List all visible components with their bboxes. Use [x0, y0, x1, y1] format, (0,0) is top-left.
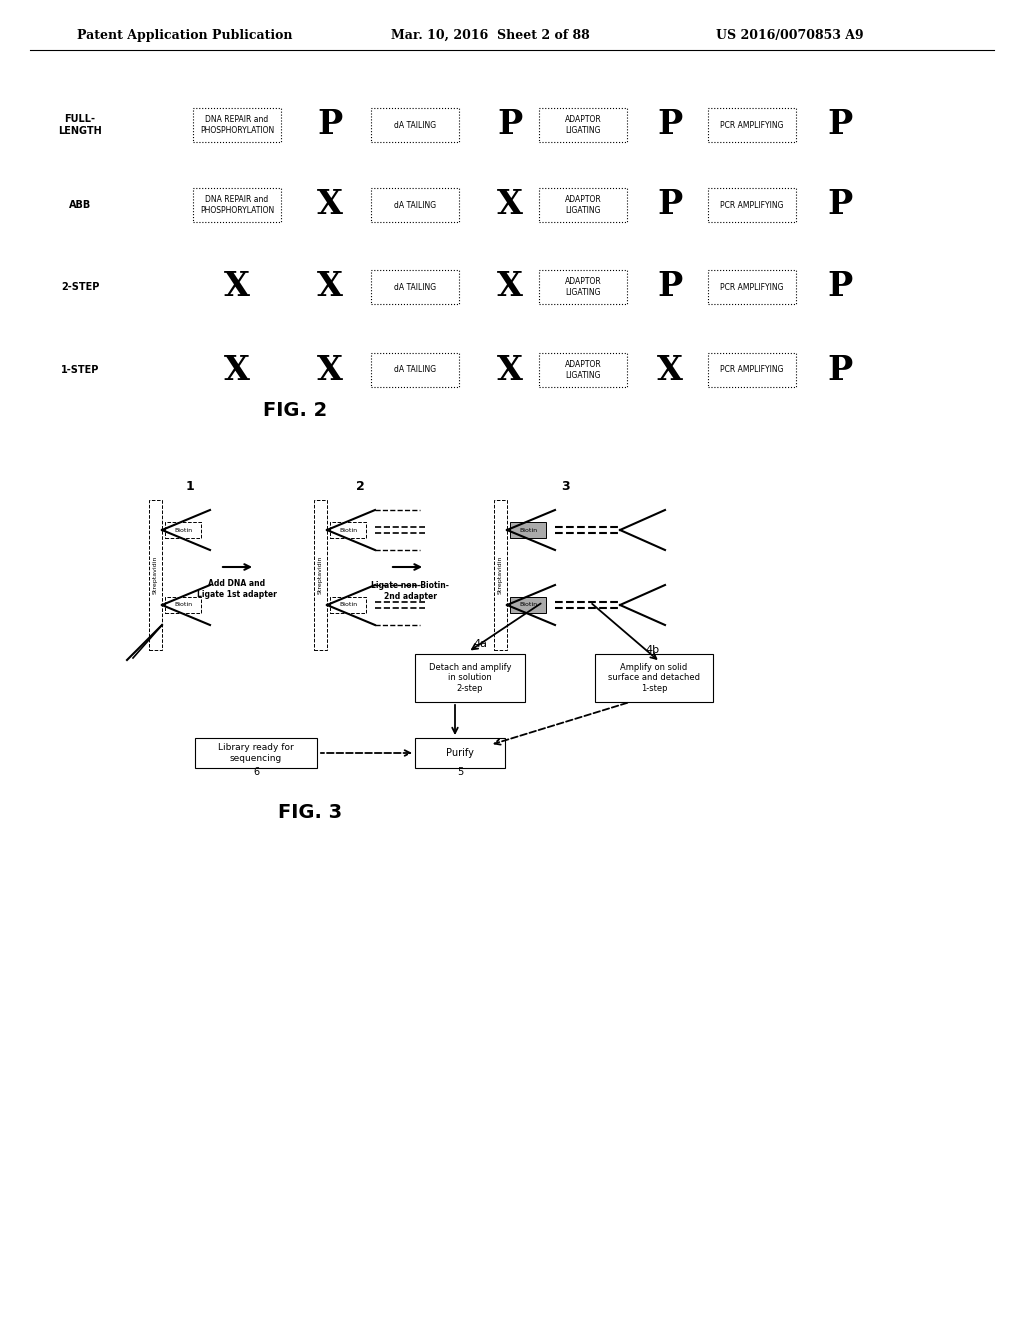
Text: ABB: ABB	[69, 201, 91, 210]
FancyBboxPatch shape	[193, 187, 281, 222]
Text: ADAPTOR
LIGATING: ADAPTOR LIGATING	[564, 115, 601, 135]
Text: 3: 3	[561, 480, 569, 494]
Text: PCR AMPLIFYING: PCR AMPLIFYING	[720, 282, 783, 292]
Text: Amplify on solid
surface and detached
1-step: Amplify on solid surface and detached 1-…	[608, 663, 700, 693]
Text: Biotin: Biotin	[339, 528, 357, 532]
Text: PCR AMPLIFYING: PCR AMPLIFYING	[720, 120, 783, 129]
Text: X: X	[497, 189, 523, 222]
FancyBboxPatch shape	[510, 521, 546, 539]
Text: X: X	[497, 354, 523, 387]
Text: P: P	[498, 108, 522, 141]
FancyBboxPatch shape	[708, 271, 796, 304]
Text: P: P	[317, 108, 343, 141]
Text: P: P	[827, 271, 853, 304]
Text: Streptavidin: Streptavidin	[317, 556, 323, 594]
Text: Biotin: Biotin	[174, 602, 193, 607]
Text: Ligate non-Biotin-
2nd adapter: Ligate non-Biotin- 2nd adapter	[371, 581, 449, 601]
Text: 2-STEP: 2-STEP	[60, 282, 99, 292]
Text: 1: 1	[185, 480, 195, 494]
FancyBboxPatch shape	[708, 108, 796, 143]
Text: 4a: 4a	[473, 639, 487, 649]
Text: US 2016/0070853 A9: US 2016/0070853 A9	[716, 29, 864, 41]
Text: X: X	[224, 354, 250, 387]
Text: X: X	[317, 271, 343, 304]
FancyBboxPatch shape	[539, 187, 627, 222]
Text: Biotin: Biotin	[339, 602, 357, 607]
FancyBboxPatch shape	[148, 500, 162, 649]
Text: dA TAILING: dA TAILING	[394, 120, 436, 129]
FancyBboxPatch shape	[165, 597, 201, 612]
Text: Patent Application Publication: Patent Application Publication	[77, 29, 293, 41]
Text: DNA REPAIR and
PHOSPHORYLATION: DNA REPAIR and PHOSPHORYLATION	[200, 115, 274, 135]
Text: ADAPTOR
LIGATING: ADAPTOR LIGATING	[564, 360, 601, 380]
Text: Mar. 10, 2016  Sheet 2 of 88: Mar. 10, 2016 Sheet 2 of 88	[390, 29, 590, 41]
Text: Biotin: Biotin	[519, 528, 537, 532]
Text: FIG. 2: FIG. 2	[263, 400, 327, 420]
Text: Biotin: Biotin	[519, 602, 537, 607]
FancyBboxPatch shape	[195, 738, 317, 768]
FancyBboxPatch shape	[539, 108, 627, 143]
Text: X: X	[497, 271, 523, 304]
Text: PCR AMPLIFYING: PCR AMPLIFYING	[720, 366, 783, 375]
Text: FULL-
LENGTH: FULL- LENGTH	[58, 115, 101, 136]
Text: PCR AMPLIFYING: PCR AMPLIFYING	[720, 201, 783, 210]
Text: Add DNA and
Ligate 1st adapter: Add DNA and Ligate 1st adapter	[197, 579, 276, 599]
FancyBboxPatch shape	[494, 500, 507, 649]
FancyBboxPatch shape	[539, 271, 627, 304]
Text: ADAPTOR
LIGATING: ADAPTOR LIGATING	[564, 195, 601, 215]
FancyBboxPatch shape	[510, 597, 546, 612]
Text: 6: 6	[253, 767, 259, 777]
Text: Detach and amplify
in solution
2-step: Detach and amplify in solution 2-step	[429, 663, 511, 693]
Text: P: P	[657, 271, 683, 304]
Text: dA TAILING: dA TAILING	[394, 366, 436, 375]
Text: dA TAILING: dA TAILING	[394, 282, 436, 292]
Text: Streptavidin: Streptavidin	[498, 556, 503, 594]
FancyBboxPatch shape	[708, 187, 796, 222]
Text: X: X	[317, 354, 343, 387]
Text: P: P	[827, 108, 853, 141]
FancyBboxPatch shape	[371, 187, 459, 222]
Text: P: P	[827, 354, 853, 387]
FancyBboxPatch shape	[313, 500, 327, 649]
Text: FIG. 3: FIG. 3	[278, 803, 342, 821]
FancyBboxPatch shape	[330, 521, 366, 539]
FancyBboxPatch shape	[371, 352, 459, 387]
FancyBboxPatch shape	[595, 653, 713, 702]
Text: X: X	[657, 354, 683, 387]
Text: dA TAILING: dA TAILING	[394, 201, 436, 210]
FancyBboxPatch shape	[371, 271, 459, 304]
FancyBboxPatch shape	[708, 352, 796, 387]
Text: ADAPTOR
LIGATING: ADAPTOR LIGATING	[564, 277, 601, 297]
Text: 1-STEP: 1-STEP	[60, 366, 99, 375]
Text: Streptavidin: Streptavidin	[153, 556, 158, 594]
Text: 5: 5	[457, 767, 463, 777]
Text: P: P	[657, 108, 683, 141]
FancyBboxPatch shape	[193, 108, 281, 143]
Text: X: X	[317, 189, 343, 222]
Text: P: P	[657, 189, 683, 222]
FancyBboxPatch shape	[165, 521, 201, 539]
FancyBboxPatch shape	[539, 352, 627, 387]
Text: Library ready for
sequencing: Library ready for sequencing	[218, 743, 294, 763]
Text: X: X	[224, 271, 250, 304]
FancyBboxPatch shape	[415, 653, 525, 702]
Text: 2: 2	[355, 480, 365, 494]
Text: Purify: Purify	[446, 748, 474, 758]
Text: Biotin: Biotin	[174, 528, 193, 532]
Text: P: P	[827, 189, 853, 222]
Text: 4b: 4b	[645, 645, 659, 655]
FancyBboxPatch shape	[330, 597, 366, 612]
Text: DNA REPAIR and
PHOSPHORYLATION: DNA REPAIR and PHOSPHORYLATION	[200, 195, 274, 215]
FancyBboxPatch shape	[371, 108, 459, 143]
FancyBboxPatch shape	[415, 738, 505, 768]
